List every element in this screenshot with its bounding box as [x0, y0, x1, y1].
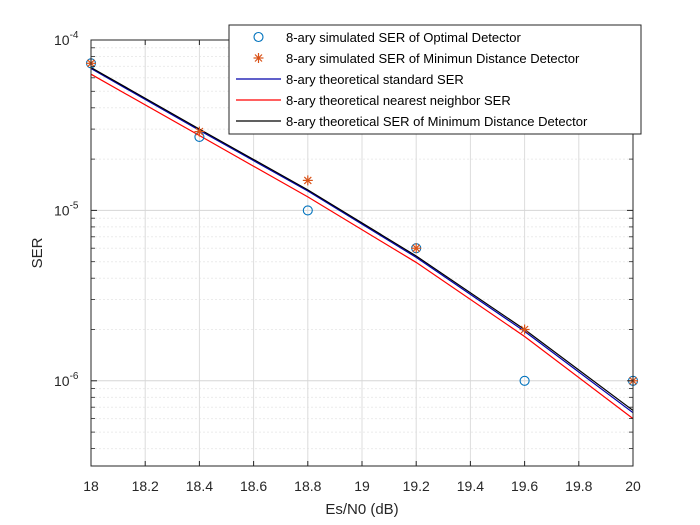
y-tick-label: 10-4	[54, 30, 79, 48]
point-minimum-distance-detector	[411, 243, 422, 254]
y-tick-label: 10-6	[54, 371, 79, 389]
legend-entry-label: 8-ary theoretical standard SER	[286, 72, 464, 87]
x-tick-label: 19.4	[457, 478, 484, 494]
x-tick-label: 19.6	[511, 478, 538, 494]
x-tick-label: 18.4	[186, 478, 213, 494]
point-minimum-distance-detector	[194, 126, 205, 137]
legend-entry-label: 8-ary theoretical nearest neighbor SER	[286, 93, 511, 108]
point-optimal-detector	[302, 205, 313, 216]
legend-swatch-circle	[253, 31, 264, 43]
y-tick-label: 10-5	[54, 200, 79, 218]
x-tick-label: 19.2	[403, 478, 430, 494]
x-tick-label: 18.6	[240, 478, 267, 494]
series-layer	[85, 58, 639, 420]
ticks-layer: 18 18.2 18.4 18.6 18.8 19 19.2 19.4 19.6 19.8 20 10…	[54, 30, 641, 494]
legend: 8-ary simulated SER of Optimal Detector 8…	[228, 24, 642, 135]
legend-entry-label: 8-ary theoretical SER of Minimum Distanc…	[286, 114, 588, 129]
series-line-8-ary-theoretical-nearest-neighbor-ser	[90, 73, 634, 420]
y-axis-label: SER	[29, 237, 46, 268]
x-tick-label: 20	[625, 478, 641, 494]
x-tick-label: 19.8	[565, 478, 592, 494]
series-line-8-ary-theoretical-standard-ser	[90, 68, 634, 414]
point-minimum-distance-detector	[519, 324, 530, 335]
legend-swatch-star	[253, 53, 264, 63]
x-tick-label: 18	[83, 478, 99, 494]
x-tick-label: 18.8	[294, 478, 321, 494]
x-axis-label: Es/N0 (dB)	[325, 501, 398, 518]
x-tick-label: 19	[354, 478, 370, 494]
legend-entry-label: 8-ary simulated SER of Optimal Detector	[286, 30, 521, 45]
x-tick-label: 18.2	[132, 478, 159, 494]
legend-box	[228, 24, 642, 135]
point-minimum-distance-detector	[302, 175, 313, 186]
point-optimal-detector	[519, 375, 530, 386]
legend-entry-label: 8-ary simulated SER of Minimun Distance …	[286, 51, 580, 66]
series-line-8-ary-theoretical-ser-of-minimum-distance-detector	[90, 66, 634, 411]
